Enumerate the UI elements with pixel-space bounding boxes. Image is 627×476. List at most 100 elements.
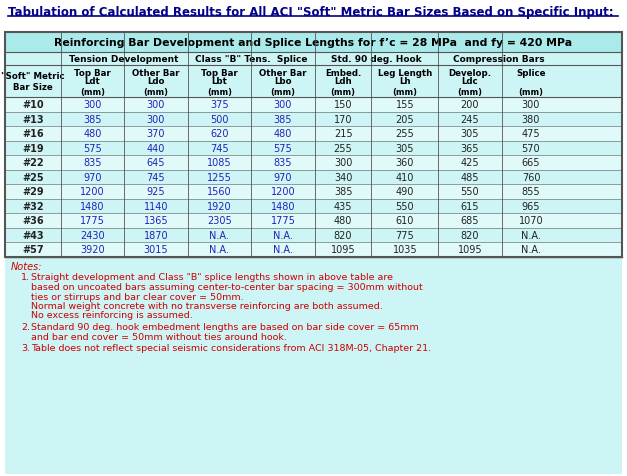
Text: Ldt: Ldt — [85, 77, 100, 86]
Bar — [0, 0, 627, 33]
Text: Lbt: Lbt — [211, 77, 228, 86]
Bar — [5, 228, 622, 242]
Text: 965: 965 — [522, 201, 540, 211]
Bar — [5, 33, 622, 257]
Text: 300: 300 — [274, 100, 292, 110]
Text: Embed.: Embed. — [325, 69, 361, 78]
Text: 480: 480 — [83, 129, 102, 139]
Text: 835: 835 — [274, 158, 292, 168]
Text: 2305: 2305 — [207, 216, 232, 226]
Text: 305: 305 — [396, 143, 414, 153]
Text: 820: 820 — [461, 230, 479, 240]
Text: Normal weight concrete with no transverse reinforcing are both assumed.: Normal weight concrete with no transvers… — [31, 301, 382, 310]
Text: #32: #32 — [22, 201, 44, 211]
Text: ties or stirrups and bar clear cover = 50mm.: ties or stirrups and bar clear cover = 5… — [31, 292, 244, 301]
Text: 1095: 1095 — [458, 245, 482, 255]
Text: 970: 970 — [83, 172, 102, 182]
Text: 610: 610 — [396, 216, 414, 226]
Text: 375: 375 — [210, 100, 229, 110]
Text: 490: 490 — [396, 187, 414, 197]
Text: Straight development and Class "B" splice lengths shown in above table are: Straight development and Class "B" splic… — [31, 273, 393, 282]
Text: #10: #10 — [22, 100, 44, 110]
Text: 1.: 1. — [21, 273, 30, 282]
Text: N.A.: N.A. — [521, 230, 541, 240]
Text: #25: #25 — [22, 172, 44, 182]
Text: (mm): (mm) — [330, 88, 356, 97]
Text: Lh: Lh — [399, 77, 411, 86]
Text: 300: 300 — [147, 100, 165, 110]
Text: Ldc: Ldc — [461, 77, 478, 86]
Text: 775: 775 — [396, 230, 414, 240]
Bar — [5, 185, 622, 199]
Text: 1070: 1070 — [519, 216, 544, 226]
Text: 380: 380 — [522, 115, 540, 125]
Text: 745: 745 — [210, 143, 229, 153]
Bar — [5, 112, 622, 127]
Text: 3015: 3015 — [144, 245, 168, 255]
Bar — [5, 141, 622, 156]
Text: based on uncoated bars assuming center-to-center bar spacing = 300mm without: based on uncoated bars assuming center-t… — [31, 282, 423, 291]
Text: #16: #16 — [22, 129, 44, 139]
Bar — [5, 33, 622, 257]
Text: (mm): (mm) — [80, 88, 105, 97]
Text: 255: 255 — [396, 129, 414, 139]
Text: Reinforcing Bar Development and Splice Lengths for f’c = 28 MPa  and fy = 420 MP: Reinforcing Bar Development and Splice L… — [55, 38, 572, 48]
Text: 360: 360 — [396, 158, 414, 168]
Text: 300: 300 — [522, 100, 540, 110]
Bar — [5, 53, 622, 66]
Text: 685: 685 — [461, 216, 479, 226]
Text: 385: 385 — [334, 187, 352, 197]
Text: (mm): (mm) — [458, 88, 482, 97]
Text: (mm): (mm) — [519, 88, 544, 97]
Text: 440: 440 — [147, 143, 165, 153]
Text: Table does not reflect special seismic considerations from ACI 318M-05, Chapter : Table does not reflect special seismic c… — [31, 343, 431, 352]
Text: 1920: 1920 — [207, 201, 232, 211]
Text: 2430: 2430 — [80, 230, 105, 240]
Text: 615: 615 — [461, 201, 479, 211]
Text: 300: 300 — [83, 100, 102, 110]
Text: 820: 820 — [334, 230, 352, 240]
Text: N.A.: N.A. — [209, 230, 229, 240]
Text: Lbo: Lbo — [274, 77, 292, 86]
Text: (mm): (mm) — [207, 88, 232, 97]
Text: (mm): (mm) — [144, 88, 169, 97]
Bar — [5, 170, 622, 185]
Text: 1085: 1085 — [207, 158, 232, 168]
Text: N.A.: N.A. — [209, 245, 229, 255]
Text: 1140: 1140 — [144, 201, 168, 211]
Text: N.A.: N.A. — [273, 245, 293, 255]
Text: 3.: 3. — [21, 343, 30, 352]
Text: 1870: 1870 — [144, 230, 168, 240]
Text: 385: 385 — [83, 115, 102, 125]
Text: No excess reinforcing is assumed.: No excess reinforcing is assumed. — [31, 311, 192, 320]
Text: 3920: 3920 — [80, 245, 105, 255]
Text: #57: #57 — [22, 245, 44, 255]
Text: 205: 205 — [396, 115, 414, 125]
Text: (mm): (mm) — [270, 88, 295, 97]
Text: 855: 855 — [522, 187, 540, 197]
Text: 300: 300 — [147, 115, 165, 125]
Text: #22: #22 — [22, 158, 44, 168]
Text: 1480: 1480 — [271, 201, 295, 211]
Text: 150: 150 — [334, 100, 352, 110]
Text: 1200: 1200 — [271, 187, 295, 197]
Text: 410: 410 — [396, 172, 414, 182]
Bar — [5, 156, 622, 170]
Text: Develop.: Develop. — [448, 69, 492, 78]
Text: 500: 500 — [210, 115, 229, 125]
Text: 835: 835 — [83, 158, 102, 168]
Bar — [5, 98, 622, 112]
Text: 570: 570 — [522, 143, 540, 153]
Text: 620: 620 — [210, 129, 229, 139]
Bar — [5, 66, 622, 98]
Text: 1035: 1035 — [393, 245, 417, 255]
Text: 1095: 1095 — [331, 245, 356, 255]
Text: 1560: 1560 — [207, 187, 232, 197]
Bar — [5, 199, 622, 214]
Text: 305: 305 — [461, 129, 479, 139]
Text: 2.: 2. — [21, 322, 30, 331]
Text: Compression Bars: Compression Bars — [453, 55, 545, 64]
Text: Top Bar: Top Bar — [201, 69, 238, 78]
Text: Standard 90 deg. hook embedment lengths are based on bar side cover = 65mm: Standard 90 deg. hook embedment lengths … — [31, 322, 419, 331]
Text: 170: 170 — [334, 115, 352, 125]
